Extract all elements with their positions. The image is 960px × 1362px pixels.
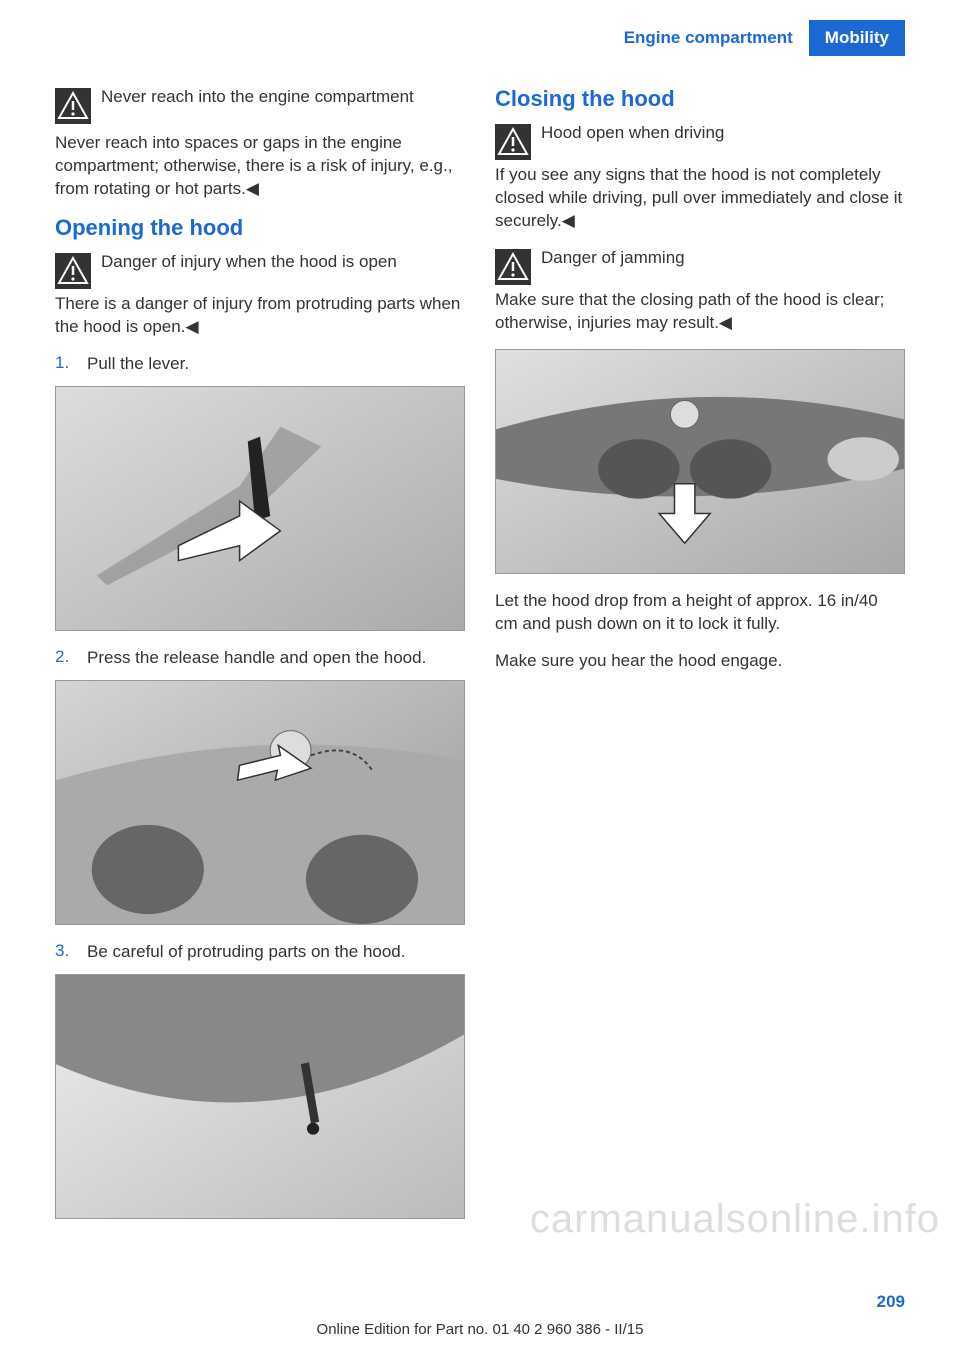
figure-close-hood: [495, 349, 905, 574]
step-1: 1. Pull the lever.: [55, 353, 465, 376]
warning-1-title: Never reach into the engine compart­ment: [101, 86, 414, 109]
warning-block-2: Danger of injury when the hood is open: [55, 251, 465, 289]
heading-closing-hood: Closing the hood: [495, 86, 905, 112]
step-text: Press the release handle and open the ho…: [87, 647, 426, 670]
step-3: 3. Be careful of protruding parts on the…: [55, 941, 465, 964]
figure-protruding-parts: [55, 974, 465, 1219]
step-2: 2. Press the release handle and open the…: [55, 647, 465, 670]
header-category: Mobility: [809, 20, 905, 56]
close-text-2: Make sure you hear the hood engage.: [495, 650, 905, 673]
warning-4-body: Make sure that the closing path of the h…: [495, 289, 905, 335]
content-area: Never reach into the engine compart­ment…: [0, 56, 960, 1235]
warning-3-title: Hood open when driving: [541, 122, 724, 145]
warning-3-body: If you see any signs that the hood is no…: [495, 164, 905, 233]
warning-block-4: Danger of jamming: [495, 247, 905, 285]
warning-2-title: Danger of injury when the hood is open: [101, 251, 397, 274]
page-header: Engine compartment Mobility: [0, 0, 960, 56]
heading-opening-hood: Opening the hood: [55, 215, 465, 241]
figure-pull-lever: [55, 386, 465, 631]
left-column: Never reach into the engine compart­ment…: [55, 86, 465, 1235]
page-number: 209: [877, 1292, 905, 1312]
close-text-1: Let the hood drop from a height of appro…: [495, 590, 905, 636]
header-section: Engine compartment: [608, 20, 809, 56]
step-text: Pull the lever.: [87, 353, 189, 376]
step-text: Be careful of protruding parts on the ho…: [87, 941, 405, 964]
step-num: 2.: [55, 647, 73, 670]
warning-block-3: Hood open when driving: [495, 122, 905, 160]
footer-text: Online Edition for Part no. 01 40 2 960 …: [0, 1321, 960, 1338]
step-num: 3.: [55, 941, 73, 964]
warning-4-title: Danger of jamming: [541, 247, 685, 270]
warning-icon: [495, 124, 531, 160]
warning-icon: [55, 253, 91, 289]
warning-block-1: Never reach into the engine compart­ment: [55, 86, 465, 124]
step-num: 1.: [55, 353, 73, 376]
warning-icon: [55, 88, 91, 124]
right-column: Closing the hood Hood open when driving …: [495, 86, 905, 1235]
warning-icon: [495, 249, 531, 285]
warning-1-body: Never reach into spaces or gaps in the e…: [55, 132, 465, 201]
figure-release-handle: [55, 680, 465, 925]
warning-2-body: There is a danger of injury from protrud…: [55, 293, 465, 339]
